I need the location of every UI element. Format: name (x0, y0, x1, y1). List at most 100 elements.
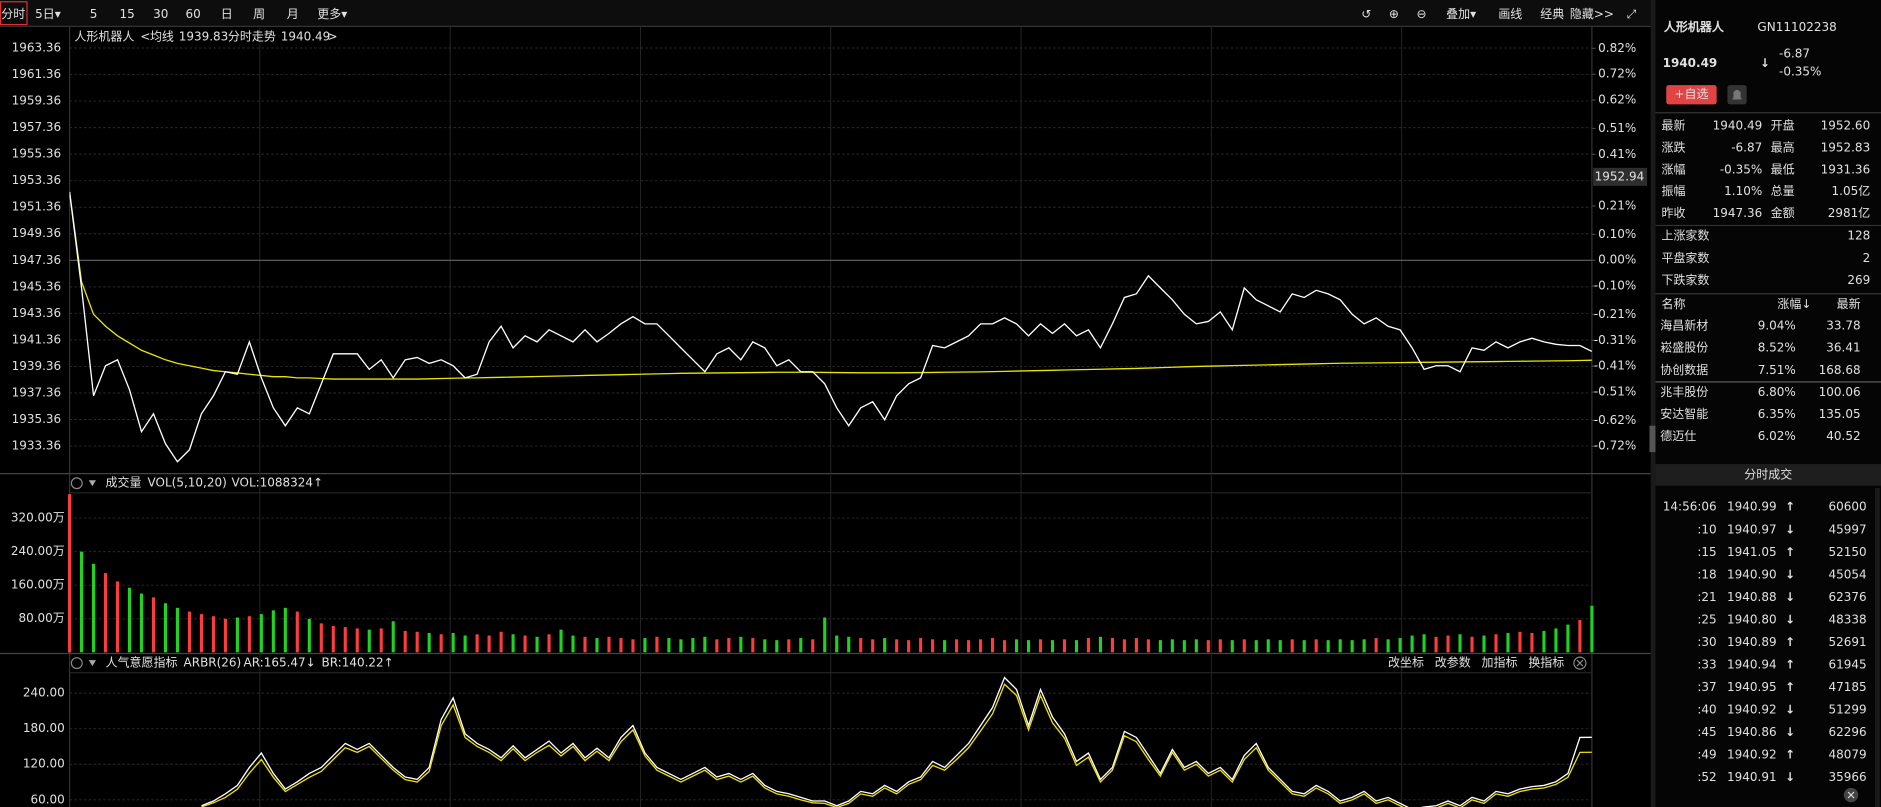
volume-bar (295, 611, 299, 653)
volume-bar (1314, 639, 1318, 653)
period-tab[interactable]: 5 (90, 7, 98, 21)
volume-bar (727, 638, 731, 653)
volume-bar (115, 581, 120, 653)
help-icon[interactable] (70, 477, 83, 490)
volume-bar (127, 587, 132, 653)
y2-tick-label: 0.10% (1598, 227, 1636, 241)
period-tab[interactable]: 60 (186, 7, 201, 21)
trade-direction: ↓ (1785, 703, 1795, 717)
watchlist-button[interactable]: +自选 (1674, 87, 1708, 101)
volume-bar (283, 607, 287, 653)
close-icon-cross[interactable] (1576, 659, 1584, 667)
volume-bar (379, 628, 383, 653)
indicator-button[interactable]: 改坐标 (1388, 656, 1424, 670)
volume-bar (619, 638, 623, 653)
volume-bar (343, 627, 347, 653)
volume-bar (1506, 633, 1510, 653)
volume-bar (883, 638, 887, 653)
indicator-button[interactable]: 加指标 (1482, 655, 1518, 670)
period-tab[interactable]: 日 (221, 7, 233, 21)
volume-bar (355, 628, 359, 653)
list-header[interactable]: 名称 (1661, 296, 1685, 311)
y-tick-label: 1939.36 (12, 359, 62, 373)
indicator-button[interactable]: 改参数 (1435, 655, 1471, 670)
volume-bar (475, 634, 479, 653)
stat-label: 最低 (1771, 162, 1795, 176)
close-icon[interactable] (1573, 656, 1587, 670)
volume-bar (823, 617, 827, 653)
collapse-icon[interactable] (88, 480, 96, 487)
toolbar-tool[interactable]: 叠加▾ (1446, 7, 1476, 21)
list-header[interactable]: 涨幅↓ (1777, 296, 1811, 311)
volume-bar (955, 639, 959, 653)
toolbar-tool[interactable]: 经典 (1540, 7, 1564, 21)
volume-bar (990, 638, 995, 653)
list-name[interactable]: 兆丰股份 (1660, 385, 1708, 399)
alert-icon (1732, 89, 1742, 100)
list-name[interactable]: 安达智能 (1660, 406, 1708, 421)
y-tick-label: 240.00万 (11, 544, 65, 558)
volume-bar (487, 635, 491, 653)
trade-volume: 51299 (1828, 703, 1866, 717)
y2-tick-label: -0.51% (1594, 384, 1636, 398)
volume-bar (1494, 634, 1498, 653)
y2-tick-label: -0.62% (1594, 413, 1636, 427)
list-name[interactable]: 海昌新材 (1660, 318, 1708, 333)
trade-price: 1940.90 (1727, 567, 1777, 581)
volume-bar (775, 640, 779, 653)
volume-bar (559, 629, 563, 653)
help-icon[interactable] (70, 657, 83, 670)
y-tick-label: 1961.36 (12, 67, 62, 81)
y-tick-label: 1957.36 (12, 120, 62, 134)
period-tab[interactable]: 更多▾ (317, 7, 347, 21)
trade-price: 1940.94 (1727, 658, 1777, 672)
trade-direction: ↑ (1785, 748, 1795, 762)
toolbar-tool[interactable]: ↺ (1361, 7, 1371, 21)
period-tab[interactable]: 5日▾ (35, 7, 61, 21)
volume-bar (763, 639, 767, 653)
toolbar-tool[interactable]: ⤢ (1626, 7, 1637, 21)
stat-value: 2981亿 (1828, 205, 1871, 220)
period-tab[interactable]: 30 (153, 7, 168, 21)
trade-time: :10 (1697, 522, 1716, 536)
list-name[interactable]: 德迈仕 (1660, 428, 1696, 443)
volume-bar (391, 621, 395, 653)
trade-time: :15 (1697, 545, 1716, 559)
period-tab[interactable]: 周 (253, 7, 265, 21)
splitter-handle[interactable] (1649, 425, 1657, 453)
toolbar-tool[interactable]: 隐藏>> (1570, 7, 1614, 21)
volume-bar (1170, 639, 1174, 653)
list-name[interactable]: 协创数据 (1660, 362, 1708, 377)
volume-bar (523, 635, 527, 653)
period-tab[interactable]: 分时 (1, 7, 25, 21)
list-name[interactable]: 崧盛股份 (1660, 340, 1708, 355)
volume-bar (1254, 640, 1258, 653)
close-float-cross[interactable] (1847, 791, 1855, 799)
period-tab[interactable]: 15 (120, 7, 135, 21)
toolbar-tool[interactable]: ⊕ (1389, 7, 1399, 21)
volume-bar (1158, 640, 1162, 653)
trade-volume: 52150 (1828, 545, 1866, 559)
volume-bar (1326, 640, 1330, 653)
volume-bar (871, 639, 875, 653)
cursor-label-box (1593, 167, 1648, 186)
splitter[interactable] (1650, 0, 1656, 807)
volume-bar (451, 633, 455, 653)
volume-bar (583, 636, 587, 653)
toolbar-tool[interactable]: 画线 (1498, 7, 1522, 21)
volume-bar (199, 614, 203, 653)
y-tick-label: 1935.36 (12, 412, 62, 426)
cursor-label: 1952.94 (1595, 169, 1645, 183)
collapse-icon[interactable] (88, 660, 96, 667)
list-header[interactable]: 最新 (1837, 296, 1861, 311)
y2-tick-label: -0.72% (1594, 439, 1636, 453)
volume-bar (1482, 635, 1486, 653)
trade-volume: 35966 (1828, 770, 1866, 784)
trade-time: :21 (1697, 590, 1716, 604)
watchlist-button-bg[interactable] (1666, 85, 1717, 105)
indicator-button[interactable]: 换指标 (1528, 655, 1564, 670)
trades-title: 分时成交 (1744, 466, 1792, 481)
period-tab[interactable]: 月 (287, 7, 299, 21)
list-price: 100.06 (1819, 385, 1861, 399)
toolbar-tool[interactable]: ⊖ (1417, 7, 1427, 21)
